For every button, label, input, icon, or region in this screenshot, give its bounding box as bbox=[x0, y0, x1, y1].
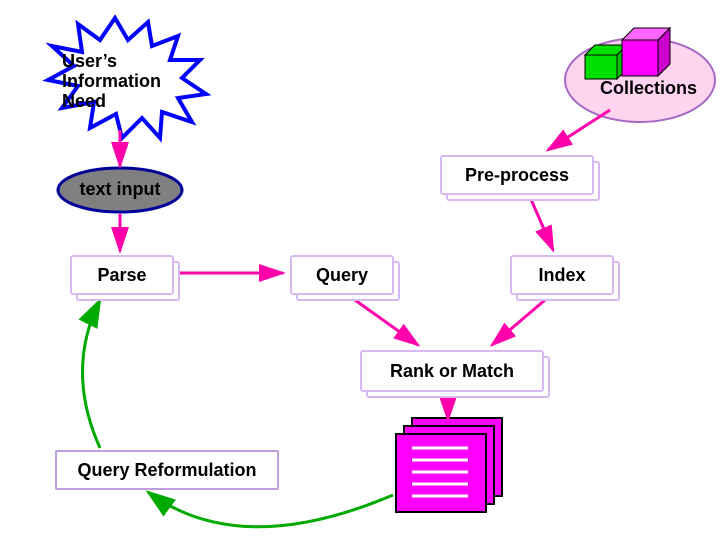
rank-node: Rank or Match bbox=[360, 350, 544, 392]
collections-ellipse bbox=[565, 38, 715, 122]
reformulation-label: Query Reformulation bbox=[77, 460, 256, 481]
collections-label: Collections bbox=[600, 78, 715, 99]
preprocess-node: Pre-process bbox=[440, 155, 594, 195]
query-node: Query bbox=[290, 255, 394, 295]
parse-label: Parse bbox=[97, 265, 146, 286]
preprocess-label: Pre-process bbox=[465, 165, 569, 186]
edge-index-rank bbox=[492, 300, 545, 345]
text-input-label: text input bbox=[60, 179, 180, 200]
reformulation-node: Query Reformulation bbox=[55, 450, 279, 490]
index-node: Index bbox=[510, 255, 614, 295]
parse-node: Parse bbox=[70, 255, 174, 295]
edge-query-rank bbox=[355, 300, 418, 345]
collections-cubes bbox=[585, 28, 670, 79]
results-stack bbox=[396, 418, 502, 512]
rank-label: Rank or Match bbox=[390, 361, 514, 382]
user-need-starburst bbox=[48, 18, 206, 138]
text-input-ellipse bbox=[58, 168, 182, 212]
edge-collections-preprocess bbox=[548, 110, 610, 150]
edge-results-reformulation bbox=[148, 492, 393, 527]
index-label: Index bbox=[538, 265, 585, 286]
edge-reformulation-parse bbox=[83, 300, 101, 448]
query-label: Query bbox=[316, 265, 368, 286]
user-need-label: User’s Information Need bbox=[62, 52, 182, 111]
edge-preprocess-index bbox=[530, 197, 553, 250]
